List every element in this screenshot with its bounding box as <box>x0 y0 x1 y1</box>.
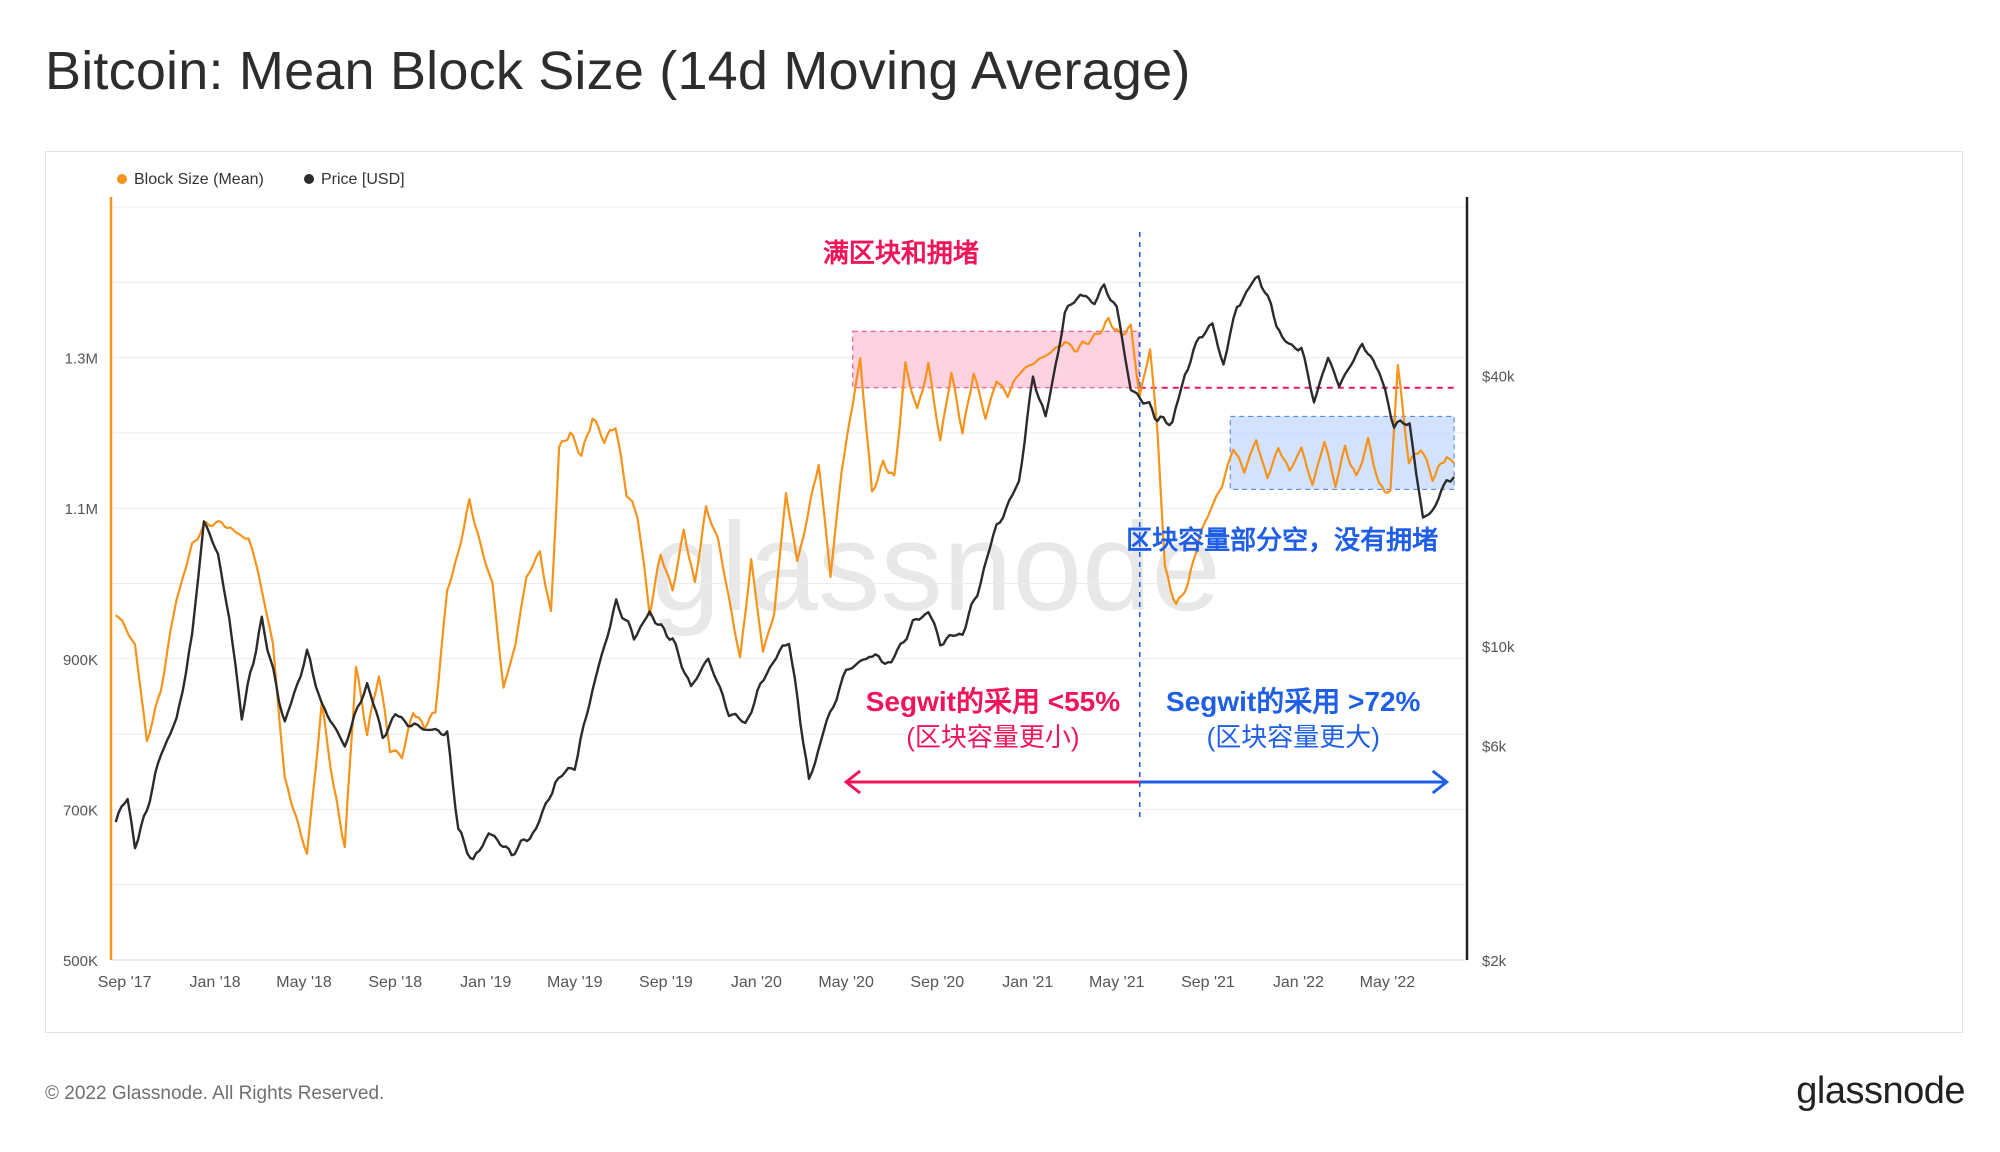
segwit-left-label: Segwit的采用 <55% <box>866 685 1121 717</box>
watermark: glassnode <box>651 498 1221 637</box>
price-line <box>114 275 1456 861</box>
y-left-tick-label: 1.1M <box>65 501 98 518</box>
y-left-tick-label: 900K <box>63 652 98 669</box>
segwit-right-arrowhead <box>1431 769 1450 795</box>
y-left-tick-label: 1.3M <box>65 351 98 368</box>
empty-block-annotation: 区块容量部分空，没有拥堵 <box>1126 525 1438 555</box>
x-tick-label: Jan '19 <box>460 974 511 991</box>
x-tick-label: Sep '19 <box>639 974 693 991</box>
x-tick-label: May '19 <box>547 974 603 991</box>
x-tick-label: Sep '18 <box>368 974 422 991</box>
legend-price-label[interactable]: Price [USD] <box>321 171 405 188</box>
gridlines <box>112 206 1466 961</box>
congestion-zone <box>852 330 1140 389</box>
y-left-tick-label: 700K <box>63 802 98 819</box>
x-tick-label: Jan '20 <box>731 974 782 991</box>
copyright: © 2022 Glassnode. All Rights Reserved. <box>45 1083 385 1104</box>
block-size-line <box>115 316 1455 855</box>
x-tick-label: Jan '18 <box>190 974 241 991</box>
x-tick-label: Sep '21 <box>1181 974 1235 991</box>
x-tick-label: May '18 <box>276 974 332 991</box>
x-tick-label: Sep '17 <box>98 974 152 991</box>
segwit-right-label: Segwit的采用 >72% <box>1166 685 1421 717</box>
congestion-annotation: 满区块和拥堵 <box>823 238 979 268</box>
segwit-left-arrowhead <box>843 769 862 795</box>
y-right-tick-label: $40k <box>1482 369 1515 386</box>
segwit-left-sublabel: (区块容量更小) <box>906 722 1079 752</box>
x-tick-label: Jan '21 <box>1002 974 1053 991</box>
glassnode-logo[interactable]: glassnode <box>1796 1070 1965 1112</box>
x-tick-label: May '22 <box>1360 974 1416 991</box>
legend-block-size-dot <box>117 174 127 184</box>
legend-block-size-label[interactable]: Block Size (Mean) <box>134 171 264 188</box>
y-right-tick-label: $10k <box>1482 639 1515 656</box>
legend-price-dot <box>304 174 314 184</box>
x-tick-label: Jan '22 <box>1273 974 1324 991</box>
x-tick-label: May '21 <box>1089 974 1145 991</box>
x-tick-label: May '20 <box>818 974 874 991</box>
y-right-tick-label: $6k <box>1482 739 1507 756</box>
chart: glassnode Block Size (Mean) Price [USD] … <box>63 171 1515 991</box>
series <box>114 275 1456 861</box>
legend: Block Size (Mean) Price [USD] <box>117 171 405 188</box>
y-right-tick-label: $2k <box>1482 953 1507 970</box>
chart-panel: glassnode Block Size (Mean) Price [USD] … <box>45 151 1963 1033</box>
x-tick-label: Sep '20 <box>910 974 964 991</box>
segwit-right-sublabel: (区块容量更大) <box>1207 722 1380 752</box>
axes: 500K 700K 900K 1.1M 1.3M $2k $6k $10k $40k Sep '1… <box>63 197 1515 991</box>
y-left-tick-label: 500K <box>63 953 98 970</box>
page-title: Bitcoin: Mean Block Size (14d Moving Ave… <box>45 41 1191 101</box>
